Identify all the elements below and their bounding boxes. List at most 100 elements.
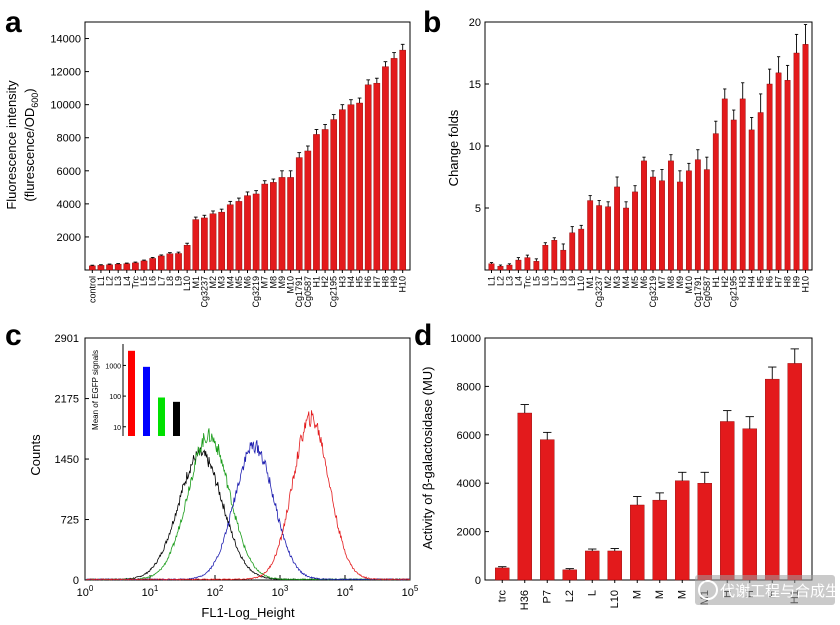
x-tick-label: 100	[77, 584, 94, 599]
histogram-line-black	[86, 446, 411, 581]
bar	[252, 193, 260, 271]
y-tick-label: 2901	[55, 333, 79, 345]
bar	[632, 191, 638, 271]
x-tick-label: H2	[320, 276, 330, 288]
y-tick-label: 10000	[50, 100, 81, 112]
x-tick-label: L5	[531, 276, 541, 286]
panel-a-ylabel: Fluorescence intensity	[4, 80, 19, 210]
bar	[226, 204, 234, 271]
histogram-line-red	[86, 410, 411, 581]
x-tick-label: M5	[234, 276, 244, 289]
x-tick-label: trc	[496, 590, 508, 603]
x-tick-label: H10	[398, 276, 408, 293]
bar	[488, 263, 495, 271]
y-tick-label: 725	[61, 515, 79, 527]
bar	[748, 129, 755, 271]
bar	[793, 52, 800, 271]
x-tick-label: L9	[567, 276, 577, 286]
x-tick-label: P7	[541, 590, 553, 603]
panel-d-frame	[484, 337, 813, 581]
x-tick-exponent: 4	[349, 584, 354, 593]
bar	[720, 421, 735, 581]
x-tick-label: M8	[666, 276, 676, 289]
bar	[123, 263, 131, 271]
inset-bar	[173, 401, 180, 436]
panel-a-ylabel-line2: (flurescence/OD600)	[22, 88, 40, 201]
y-tick-label: 8000	[457, 381, 481, 393]
x-tick-label: 103	[272, 584, 289, 599]
x-tick-label: Trc	[522, 276, 532, 289]
bar	[540, 439, 555, 581]
x-tick-label: H9	[792, 276, 802, 288]
bar	[321, 129, 329, 271]
bar	[106, 264, 113, 271]
y-tick-label: 4000	[457, 478, 481, 490]
x-tick-label: M2	[208, 276, 218, 289]
x-tick-label: M6	[639, 276, 649, 289]
x-tick-label: L6	[540, 276, 550, 286]
x-tick-label: H8	[380, 276, 390, 288]
panel-b-ylabel: Change folds	[446, 109, 461, 186]
x-tick-label: Cg0587	[303, 276, 313, 308]
y-tick-label: 12000	[50, 67, 81, 79]
y-tick-label: 6000	[57, 166, 81, 178]
bar	[685, 170, 692, 271]
bar	[89, 265, 96, 271]
y-tick-label: 10	[469, 141, 481, 153]
bar	[784, 80, 791, 271]
x-tick-label: L2	[105, 276, 115, 286]
bar	[659, 180, 665, 271]
bar	[739, 98, 746, 271]
bar	[587, 200, 594, 271]
x-tick-label: M9	[277, 276, 287, 289]
x-tick-label: L10	[609, 590, 621, 608]
bar	[364, 84, 372, 271]
inset-y-tick-label: 100	[109, 394, 121, 401]
x-tick-label: H3	[337, 276, 347, 288]
x-tick-exponent: 3	[284, 584, 289, 593]
x-tick-label: H7	[372, 276, 382, 288]
bar	[235, 201, 243, 271]
x-tick-label: H4	[747, 276, 757, 288]
y-tick-label: 10000	[450, 333, 481, 345]
x-tick-base: 10	[207, 587, 219, 599]
bar	[201, 217, 208, 271]
bar	[347, 104, 355, 271]
bar	[261, 183, 269, 271]
y-tick-label: 2000	[457, 527, 481, 539]
bar	[641, 160, 647, 271]
panel-a-letter: a	[5, 6, 22, 39]
x-tick-exponent: 0	[89, 584, 94, 593]
bar	[313, 134, 320, 271]
x-tick-label: Cg3237	[199, 276, 209, 308]
x-tick-label: Cg2195	[729, 276, 739, 308]
bar	[542, 244, 549, 271]
x-tick-label: 105	[402, 584, 419, 599]
bar	[287, 177, 294, 271]
x-tick-label: M1	[585, 276, 595, 289]
inset-bar	[143, 366, 150, 436]
bar	[114, 264, 122, 271]
x-tick-label: M3	[217, 276, 227, 289]
x-tick-label: M2	[603, 276, 613, 289]
x-tick-label: L1	[486, 276, 496, 286]
bar	[506, 264, 513, 271]
x-tick-label: L10	[182, 276, 192, 291]
bar	[270, 182, 277, 271]
bar	[390, 58, 398, 271]
panel-d-ylabel: Activity of β-galactosidase (MU)	[420, 366, 435, 549]
bar	[607, 550, 622, 581]
bar	[192, 219, 200, 271]
bar	[652, 499, 667, 581]
x-tick-label: M7	[657, 276, 667, 289]
bar	[140, 260, 148, 271]
panel-b-letter: b	[423, 6, 441, 39]
bar	[765, 378, 780, 581]
bar	[149, 258, 156, 271]
panel-c-xlabel: FL1-Log_Height	[201, 605, 295, 620]
watermark: 代谢工程与合成生物学	[695, 575, 840, 605]
x-tick-label: M	[654, 590, 666, 599]
bar	[560, 249, 567, 271]
x-tick-label: H5	[355, 276, 365, 288]
y-tick-label: 2175	[55, 394, 79, 406]
